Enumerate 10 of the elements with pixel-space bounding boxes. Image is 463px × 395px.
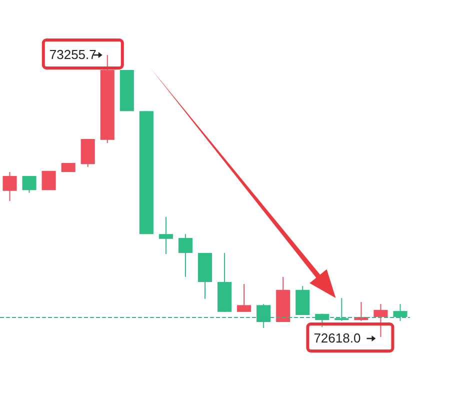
candlestick: [178, 234, 193, 278]
candlestick: [237, 283, 252, 312]
candlestick: [158, 216, 173, 255]
candlestick: [334, 298, 349, 322]
annotation: 73255.7: [49, 47, 96, 62]
annotation: 72618.0: [314, 330, 361, 346]
candlestick: [22, 175, 36, 194]
candlestick: [2, 172, 17, 202]
candlestick: [393, 304, 408, 322]
candlestick: [256, 304, 271, 328]
